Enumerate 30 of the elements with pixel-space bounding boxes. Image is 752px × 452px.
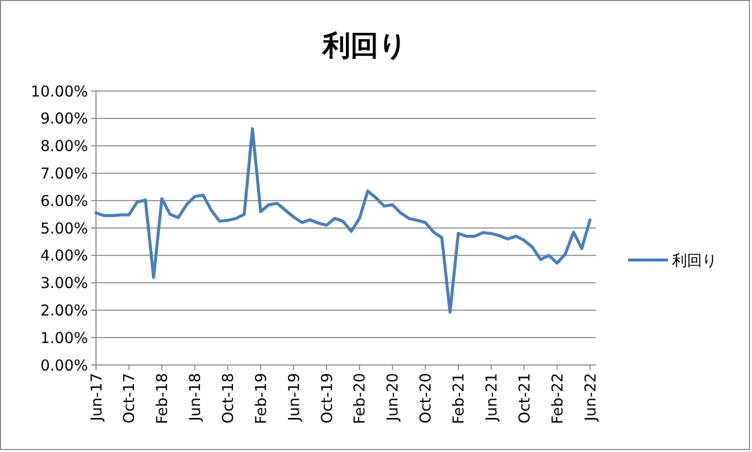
y-tick-label: 10.00% <box>30 82 88 100</box>
x-tick-label: Jun-22 <box>581 373 600 422</box>
x-tick-label: Jun-19 <box>284 373 303 422</box>
x-tick-label: Oct-19 <box>318 373 336 424</box>
y-tick-label: 5.00% <box>40 219 88 238</box>
y-tick-label: 1.00% <box>40 328 88 347</box>
x-tick-label: Oct-17 <box>120 373 138 424</box>
x-tick-label: Feb-21 <box>450 373 468 424</box>
x-tick-label: Oct-20 <box>416 373 435 424</box>
x-tick-label: Oct-18 <box>218 373 237 424</box>
y-tick-label: 3.00% <box>40 274 88 292</box>
y-tick-label: 0.00% <box>40 356 88 374</box>
x-tick-label: Jun-20 <box>384 373 402 422</box>
y-tick-label: 4.00% <box>40 246 88 265</box>
x-tick-label: Feb-19 <box>252 373 270 424</box>
y-tick-label: 2.00% <box>40 301 88 320</box>
line-series <box>94 127 592 314</box>
legend-label: 利回り <box>672 251 717 270</box>
y-tick-label: 6.00% <box>40 192 88 210</box>
chart-title: 利回り <box>322 29 408 62</box>
x-tick-label: Feb-20 <box>350 373 369 424</box>
x-tick-label: Feb-22 <box>548 373 566 424</box>
y-tick-label: 7.00% <box>40 164 88 182</box>
x-tick-label: Jun-17 <box>87 373 106 422</box>
y-tick-label: 9.00% <box>40 110 88 128</box>
x-tick-label: Oct-21 <box>515 373 534 424</box>
x-tick-label: Jun-18 <box>186 373 204 422</box>
x-tick-label: Feb-18 <box>153 373 172 424</box>
x-tick-label: Jun-21 <box>482 373 500 422</box>
y-tick-label: 8.00% <box>40 137 88 156</box>
